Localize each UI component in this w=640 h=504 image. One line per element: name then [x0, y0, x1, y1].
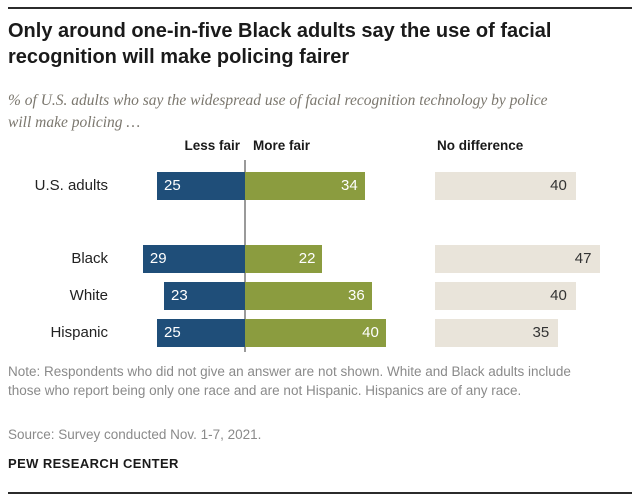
top-rule: [8, 7, 632, 9]
category-label: Black: [71, 250, 108, 267]
bar-more-fair: 40: [245, 319, 386, 347]
bottom-rule: [8, 492, 632, 494]
chart-title: Only around one-in-five Black adults say…: [8, 20, 552, 69]
diverging-bar-chart: Less fair More fair No difference U.S. a…: [0, 138, 640, 356]
source-text: Source: Survey conducted Nov. 1-7, 2021.: [8, 427, 262, 442]
column-header-less-fair: Less fair: [184, 138, 240, 153]
bar-less-fair: 23: [164, 282, 245, 310]
category-label: Hispanic: [50, 324, 108, 341]
bar-no-difference: 40: [435, 172, 576, 200]
bar-less-fair: 29: [142, 245, 245, 273]
bar-no-difference: 35: [435, 319, 559, 347]
bar-more-fair: 22: [245, 245, 323, 273]
bar-less-fair: 25: [157, 319, 245, 347]
column-header-more-fair: More fair: [253, 138, 311, 153]
bar-less-fair: 25: [157, 172, 245, 200]
bar-no-difference: 40: [435, 282, 576, 310]
category-label: U.S. adults: [34, 177, 108, 194]
bar-more-fair: 36: [245, 282, 372, 310]
bar-more-fair: 34: [245, 172, 365, 200]
brand-label: PEW RESEARCH CENTER: [8, 456, 179, 471]
bar-no-difference: 47: [435, 245, 601, 273]
chart-subtitle: % of U.S. adults who say the widespread …: [8, 92, 548, 132]
column-header-no-difference: No difference: [437, 138, 524, 153]
note-text: Note: Respondents who did not give an an…: [8, 364, 571, 399]
category-label: White: [69, 287, 108, 304]
